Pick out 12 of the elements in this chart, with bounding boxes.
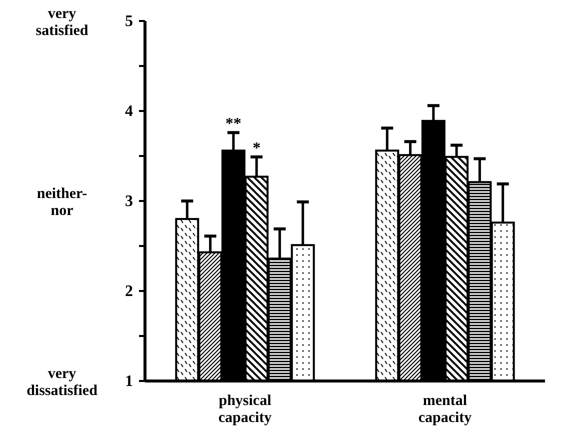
y-tick-label: 2: [125, 283, 133, 300]
annotation: **: [225, 116, 242, 133]
x-tick-label: physical capacity: [218, 393, 272, 426]
y-tick-label: 3: [125, 193, 133, 210]
y-tick-label: 5: [125, 13, 133, 30]
annotation: *: [252, 140, 261, 157]
y-tick-label: 1: [125, 373, 133, 390]
x-tick-label: mental capacity: [418, 393, 472, 426]
text: very satisfied: [36, 6, 89, 39]
y-tick-label: 4: [125, 103, 133, 120]
text: very dissatisfied: [26, 366, 98, 399]
text: neither- nor: [36, 186, 88, 219]
